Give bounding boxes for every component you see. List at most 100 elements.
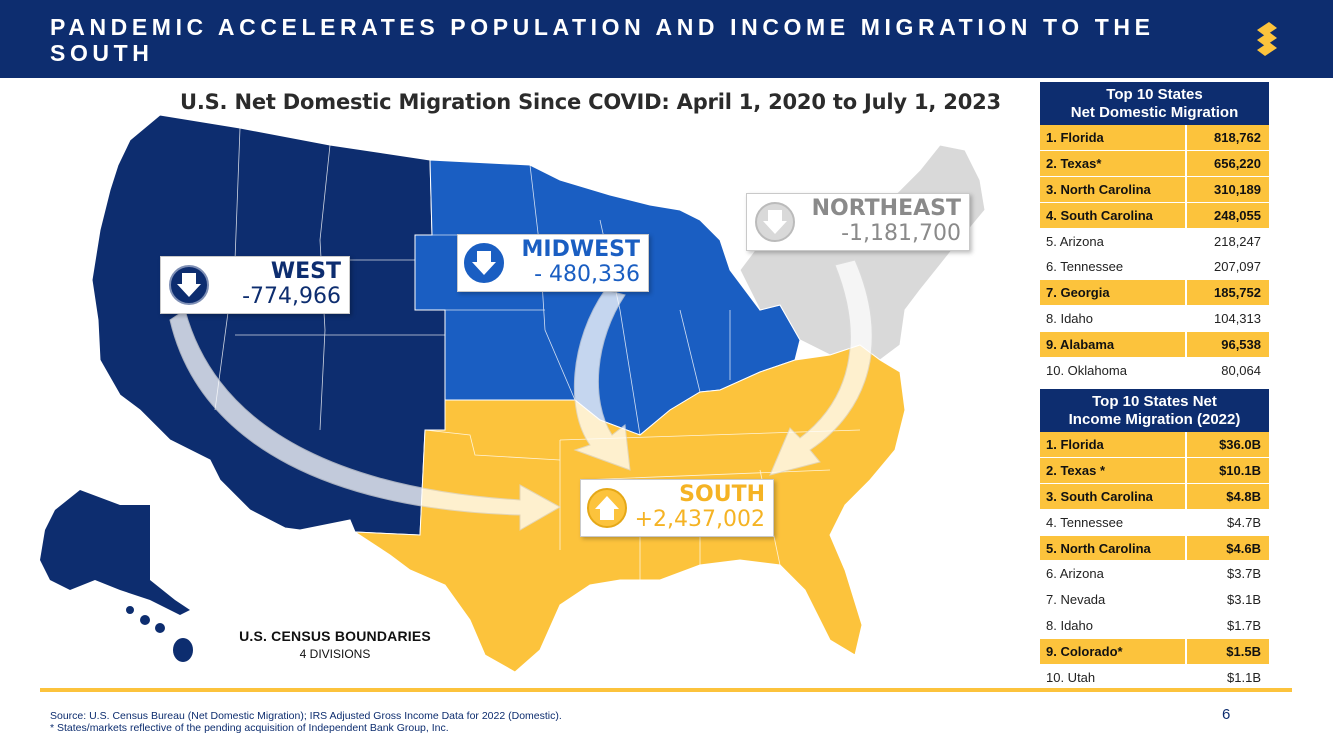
state-value: $3.7B: [1227, 566, 1261, 582]
up-arrow-icon: [587, 488, 627, 528]
callout-midwest: MIDWEST - 480,336: [457, 234, 649, 292]
state-name: 1. Florida: [1046, 436, 1104, 452]
northeast-value: -1,181,700: [841, 221, 961, 246]
table-row: 3. North Carolina 310,189: [1040, 176, 1269, 203]
state-name: 10. Utah: [1046, 669, 1096, 685]
table-row: 3. South Carolina $4.8B: [1040, 483, 1269, 510]
page-number: 6: [1222, 706, 1231, 723]
state-value: $4.7B: [1227, 514, 1261, 530]
west-value: -774,966: [242, 284, 341, 309]
region-west: [91, 114, 446, 536]
footer: Source: U.S. Census Bureau (Net Domestic…: [50, 710, 562, 734]
census-legend: U.S. CENSUS BOUNDARIES 4 DIVISIONS: [210, 628, 460, 661]
table-row: 9. Colorado* $1.5B: [1040, 639, 1269, 666]
state-value: $1.5B: [1185, 639, 1269, 665]
west-name: WEST: [270, 259, 341, 284]
census-legend-subtitle: 4 DIVISIONS: [299, 647, 371, 661]
state-name: 7. Georgia: [1046, 285, 1110, 301]
midwest-name: MIDWEST: [521, 237, 641, 262]
state-value: 185,752: [1185, 280, 1269, 306]
state-value: $1.1B: [1227, 669, 1261, 685]
gold-divider: [40, 688, 1292, 692]
footer-source: Source: U.S. Census Bureau (Net Domestic…: [50, 710, 562, 722]
state-value: 104,313: [1214, 311, 1261, 327]
state-name: 6. Arizona: [1046, 566, 1104, 582]
header-bar: PANDEMIC ACCELERATES POPULATION AND INCO…: [0, 0, 1333, 78]
state-name: 10. Oklahoma: [1046, 362, 1127, 378]
alaska: [40, 490, 190, 615]
table-row: 4. South Carolina 248,055: [1040, 202, 1269, 229]
page-title: PANDEMIC ACCELERATES POPULATION AND INCO…: [50, 14, 1155, 66]
table-income-migration: Top 10 States Net Income Migration (2022…: [1040, 389, 1269, 691]
table-row: 7. Georgia 185,752: [1040, 280, 1269, 307]
down-arrow-icon: [755, 202, 795, 242]
state-value: $36.0B: [1185, 432, 1269, 457]
south-name: SOUTH: [679, 482, 765, 507]
state-name: 9. Colorado*: [1046, 644, 1123, 660]
table1-header-line2: Net Domestic Migration: [1070, 104, 1239, 121]
us-map: [40, 114, 986, 673]
table-row: 10. Oklahoma 80,064: [1040, 358, 1269, 384]
state-name: 8. Idaho: [1046, 618, 1093, 634]
hawaii: [126, 606, 193, 662]
table-row: 2. Texas * $10.1B: [1040, 457, 1269, 484]
state-value: $10.1B: [1185, 457, 1269, 483]
south-value: +2,437,002: [634, 507, 765, 532]
callout-northeast: NORTHEAST -1,181,700: [746, 193, 970, 251]
table2-header-line1: Top 10 States Net: [1092, 393, 1217, 410]
table-row: 1. Florida 818,762: [1040, 125, 1269, 151]
table1-header: Top 10 States Net Domestic Migration: [1040, 82, 1269, 125]
state-value: $3.1B: [1227, 592, 1261, 608]
table-net-domestic-migration: Top 10 States Net Domestic Migration 1. …: [1040, 82, 1269, 384]
table-row: 9. Alabama 96,538: [1040, 332, 1269, 359]
state-value: 310,189: [1185, 176, 1269, 202]
table-row: 4. Tennessee $4.7B: [1040, 509, 1269, 536]
table2-header-line2: Income Migration (2022): [1068, 411, 1241, 428]
state-value: 207,097: [1214, 259, 1261, 275]
table-row: 2. Texas* 656,220: [1040, 150, 1269, 177]
census-legend-title: U.S. CENSUS BOUNDARIES: [239, 628, 431, 644]
state-name: 2. Texas*: [1046, 155, 1102, 171]
footer-note: * States/markets reflective of the pendi…: [50, 722, 449, 734]
table1-header-line1: Top 10 States: [1106, 86, 1203, 103]
down-arrow-icon: [169, 265, 209, 305]
state-name: 8. Idaho: [1046, 311, 1093, 327]
state-name: 6. Tennessee: [1046, 259, 1124, 275]
northeast-name: NORTHEAST: [811, 196, 961, 221]
table2-header: Top 10 States Net Income Migration (2022…: [1040, 389, 1269, 432]
state-name: 5. Arizona: [1046, 233, 1104, 249]
state-name: 1. Florida: [1046, 129, 1104, 145]
logo-icon: [1257, 22, 1277, 56]
state-value: 248,055: [1185, 202, 1269, 228]
table-row: 8. Idaho $1.7B: [1040, 613, 1269, 640]
state-value: $4.6B: [1185, 535, 1269, 561]
migration-arrows: [169, 259, 873, 531]
state-name: 3. North Carolina: [1046, 181, 1151, 197]
state-value: 218,247: [1214, 233, 1261, 249]
table-row: 6. Arizona $3.7B: [1040, 561, 1269, 588]
state-name: 4. South Carolina: [1046, 207, 1153, 223]
state-value: $4.8B: [1185, 483, 1269, 509]
midwest-value: - 480,336: [534, 262, 640, 287]
table-row: 8. Idaho 104,313: [1040, 306, 1269, 333]
table-row: 10. Utah $1.1B: [1040, 665, 1269, 691]
table-row: 6. Tennessee 207,097: [1040, 254, 1269, 281]
callout-west: WEST -774,966: [160, 256, 350, 314]
map-title: U.S. Net Domestic Migration Since COVID:…: [180, 90, 1001, 114]
state-name: 9. Alabama: [1046, 337, 1115, 353]
table-row: 1. Florida $36.0B: [1040, 432, 1269, 458]
table-row: 5. North Carolina $4.6B: [1040, 535, 1269, 562]
state-value: 80,064: [1221, 362, 1261, 378]
state-name: 3. South Carolina: [1046, 488, 1153, 504]
state-value: 818,762: [1185, 125, 1269, 150]
state-name: 4. Tennessee: [1046, 514, 1124, 530]
table-row: 5. Arizona 218,247: [1040, 228, 1269, 255]
state-value: 96,538: [1185, 332, 1269, 358]
callout-south: SOUTH +2,437,002: [580, 479, 774, 537]
state-value: $1.7B: [1227, 618, 1261, 634]
state-value: 656,220: [1185, 150, 1269, 176]
table-row: 7. Nevada $3.1B: [1040, 587, 1269, 614]
state-name: 2. Texas *: [1046, 462, 1106, 478]
state-name: 5. North Carolina: [1046, 540, 1151, 556]
state-name: 7. Nevada: [1046, 592, 1106, 608]
